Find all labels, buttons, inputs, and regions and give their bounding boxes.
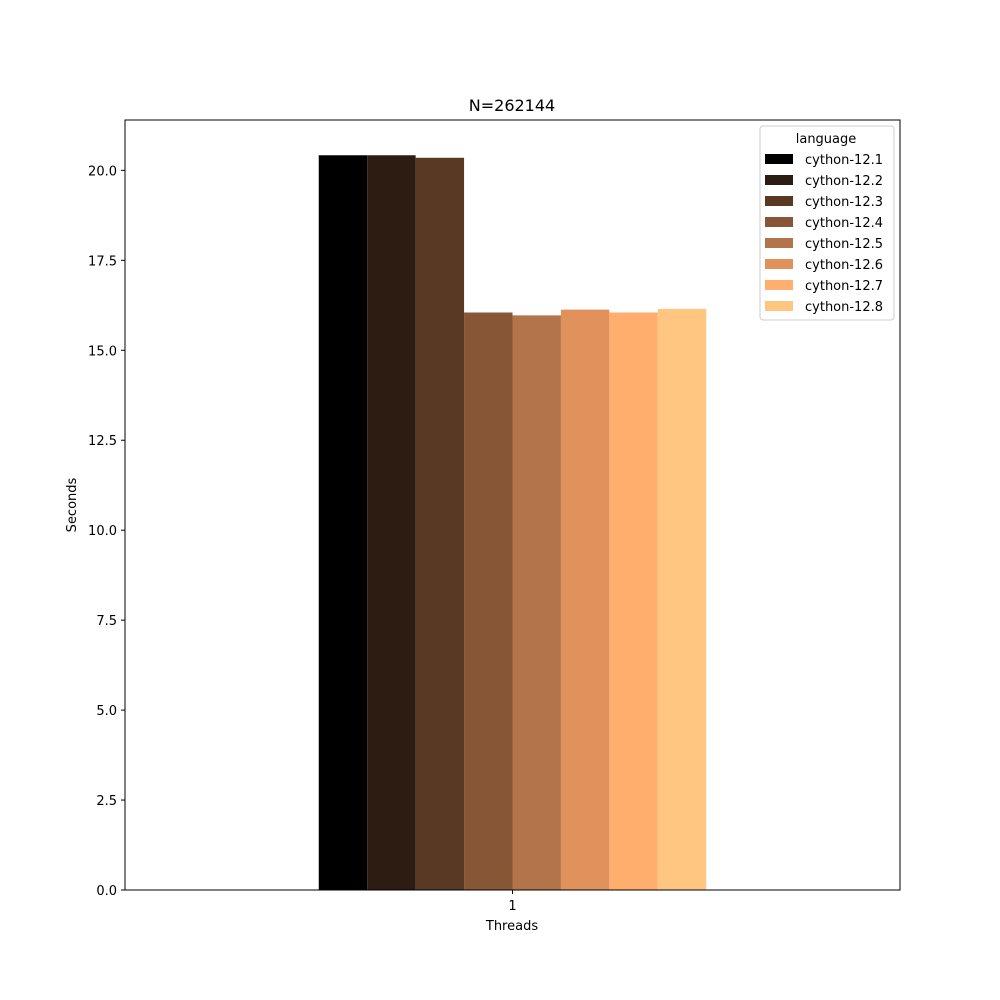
bar-cython-12.7 (609, 312, 658, 890)
y-tick-label: 10.0 (88, 524, 117, 539)
y-axis-label: Seconds (65, 477, 80, 532)
legend-title: language (796, 132, 857, 147)
legend-frame (759, 125, 895, 321)
bar-cython-12.1 (318, 155, 368, 890)
legend-entry: cython-12.6 (805, 258, 883, 273)
bars-group (318, 155, 707, 891)
chart-title: N=262144 (469, 96, 555, 115)
y-tick-label: 20.0 (88, 164, 117, 179)
x-tick-label: 1 (508, 899, 516, 914)
legend-entry: cython-12.1 (805, 153, 883, 168)
bar-cython-12.2 (367, 155, 416, 890)
y-tick-label: 0.0 (96, 884, 117, 899)
bar-cython-12.4 (464, 312, 513, 890)
x-axis: 1 (508, 890, 517, 914)
legend-items: cython-12.1 cython-12.2 cython-12.3 cython-… (765, 153, 883, 315)
y-axis: 0.0 2.5 5.0 7.5 10.0 12.5 15.0 17.5 20.0 (88, 164, 125, 899)
legend-swatch (765, 154, 793, 164)
legend-entry: cython-12.4 (805, 216, 883, 231)
bar-cython-12.3 (415, 157, 465, 890)
y-tick-label: 5.0 (96, 704, 117, 719)
y-tick-label: 17.5 (88, 254, 117, 269)
y-tick-label: 2.5 (96, 794, 117, 809)
legend-entry: cython-12.5 (805, 237, 883, 252)
legend: language cython-12.1cython-12.2cython-12… (759, 125, 895, 321)
legend-swatch (765, 259, 793, 269)
x-axis-label: Threads (485, 919, 538, 934)
y-tick-label: 7.5 (96, 614, 117, 629)
bar-cython-12.6 (560, 309, 610, 891)
y-tick-label: 15.0 (88, 344, 117, 359)
bar-cython-12.8 (657, 308, 707, 890)
legend-entry: cython-12.3 (805, 195, 883, 210)
legend-swatch (765, 196, 793, 206)
legend-swatch (765, 175, 793, 185)
legend-swatch (765, 217, 793, 227)
legend-swatch (765, 238, 793, 248)
bar-cython-12.5 (512, 315, 561, 890)
legend-entry: cython-12.7 (805, 279, 883, 294)
legend-entry: cython-12.8 (805, 300, 883, 315)
legend-entry: cython-12.2 (805, 174, 883, 189)
legend-swatch (765, 280, 793, 290)
legend-swatch (765, 301, 793, 311)
y-tick-label: 12.5 (88, 434, 117, 449)
